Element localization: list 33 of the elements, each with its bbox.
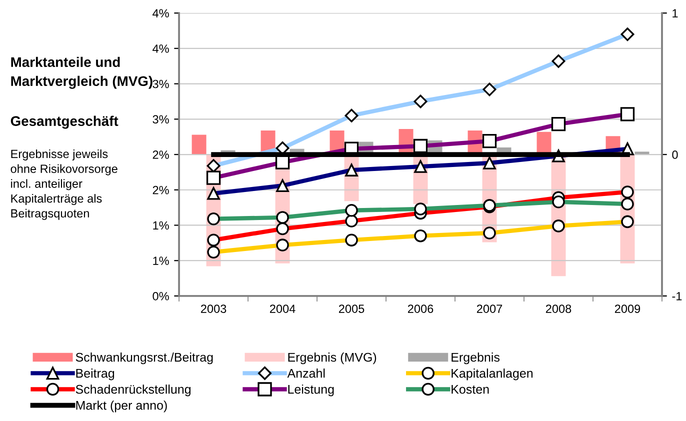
text: Gesamtgeschäft: [10, 116, 118, 129]
y-tick-label: 4%: [152, 44, 169, 53]
bar: [192, 134, 206, 155]
legend-label: Anzahl: [287, 368, 325, 378]
x-tick-label: 2003: [201, 304, 226, 313]
x-tick-label: 2005: [338, 304, 364, 313]
y-tick-label: 4%: [152, 9, 169, 18]
legend-label: Kapitalanlagen: [452, 368, 533, 380]
x-tick-label: 2008: [546, 304, 572, 313]
y-tick-label: 1%: [153, 256, 169, 265]
legend-label: Schwankungsrst./Beitrag: [76, 352, 213, 364]
x-tick-label: 2004: [270, 304, 296, 313]
text: Ergebnisse jeweils ohne Risikovorsorge incl. anteiliger Kapitalerträge als Beitragsquoten: [10, 149, 118, 220]
x-tick-label: 2009: [614, 304, 640, 313]
y-tick-label: 3%: [152, 80, 169, 88]
legend-label: Ergebnis: [452, 352, 500, 364]
y2-tick-label: 1: [672, 9, 678, 18]
y-tick-label: 1%: [153, 221, 169, 230]
y2-tick-label: 0: [672, 150, 678, 159]
legend-label: Markt (per anno): [76, 400, 167, 412]
text: Marktanteile und Marktvergleich (MVG): [11, 56, 152, 89]
y-tick-label: 0%: [152, 292, 169, 300]
y-tick-label: 2%: [152, 186, 169, 194]
y-tick-label: 3%: [152, 115, 169, 124]
legend-label: Kosten: [452, 385, 489, 394]
x-tick-label: 2007: [476, 304, 502, 313]
y-tick-label: 2%: [152, 150, 169, 159]
x-tick-label: 2006: [408, 304, 434, 313]
legend-label: Beitrag: [76, 368, 114, 380]
legend-label: Leistung: [288, 384, 334, 396]
legend-label: Schadenrückstellung: [76, 384, 190, 396]
legend-label: Ergebnis (MVG): [288, 352, 376, 364]
y2-tick-label: -1: [672, 292, 682, 300]
